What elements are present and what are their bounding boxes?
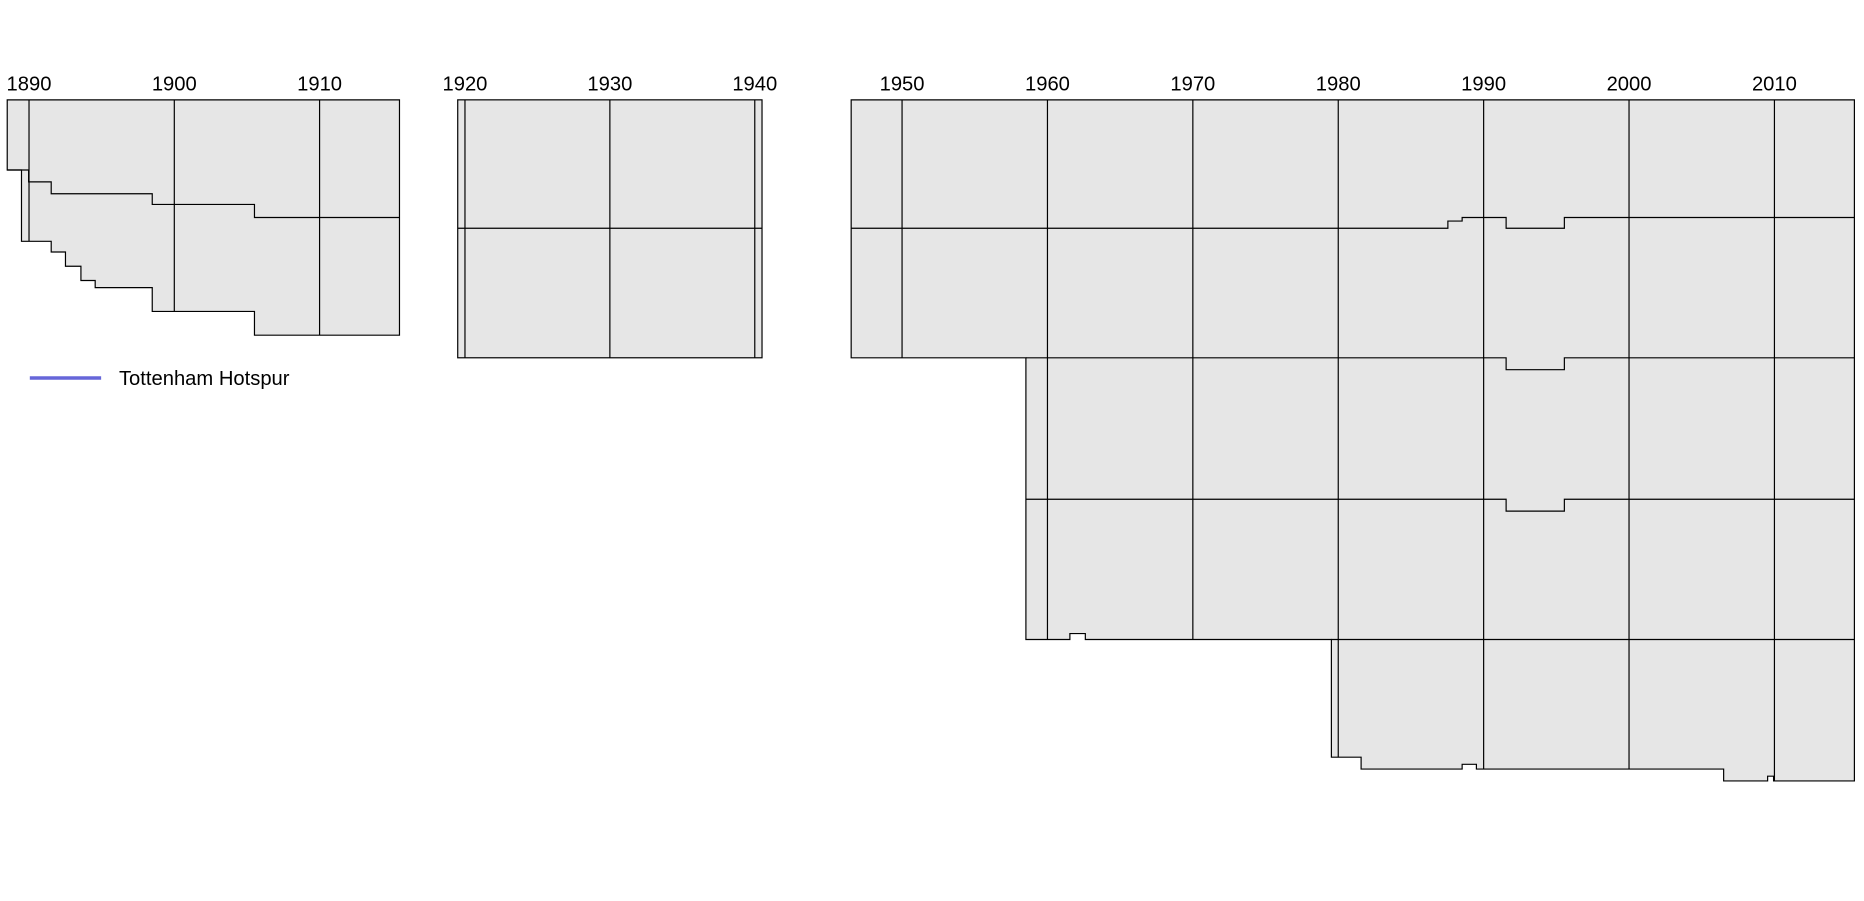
x-tick-label: 2010 — [1752, 73, 1797, 95]
panel-frames — [6, 99, 1855, 782]
x-tick-label: 1900 — [152, 73, 197, 95]
division-lines — [7, 169, 1855, 641]
legend: Tottenham Hotspur — [29, 368, 290, 390]
x-tick-label: 1890 — [7, 73, 52, 95]
x-tick-label: 1930 — [587, 73, 632, 95]
x-tick-label: 2000 — [1607, 73, 1652, 95]
x-tick-label: 1990 — [1461, 73, 1506, 95]
x-tick-label: 1910 — [297, 73, 342, 95]
panel-background — [7, 99, 1855, 781]
x-tick-label: 1940 — [732, 73, 777, 95]
legend-label: Tottenham Hotspur — [119, 368, 290, 390]
x-tick-label: 1970 — [1170, 73, 1215, 95]
x-tick-label: 1920 — [443, 73, 488, 95]
x-tick-label: 1960 — [1025, 73, 1070, 95]
x-tick-label: 1980 — [1316, 73, 1361, 95]
x-tick-label: 1950 — [880, 73, 925, 95]
